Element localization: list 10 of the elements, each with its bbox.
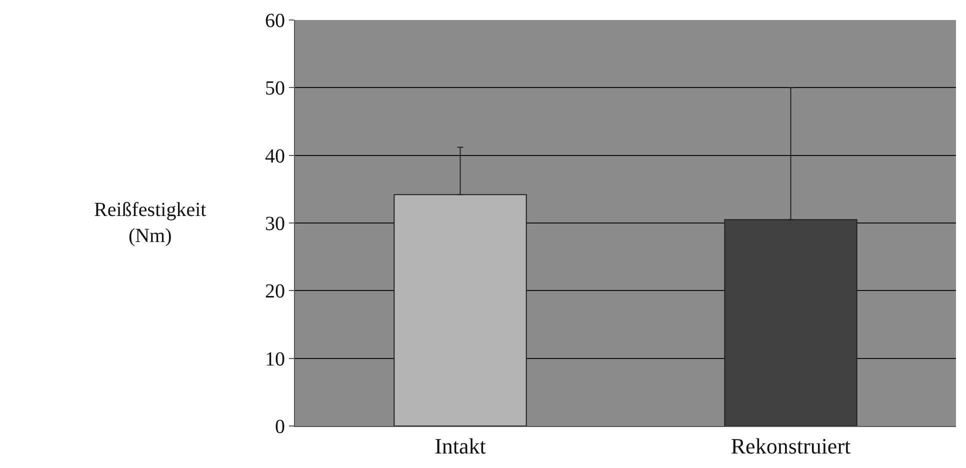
y-tick-label: 40 [265, 145, 285, 168]
y-tick-label: 50 [265, 78, 285, 100]
y-tick-label: 30 [265, 213, 285, 235]
y-tick-label: 0 [275, 416, 285, 438]
x-tick-label: Intakt [434, 433, 486, 458]
x-tick-label: Rekonstruiert [730, 433, 851, 458]
y-tick-label: 20 [265, 280, 285, 303]
y-tick-label: 10 [265, 348, 285, 370]
y-axis-title: Reißfestigkeit (Nm) [94, 199, 207, 247]
y-tick-label: 60 [265, 10, 285, 32]
